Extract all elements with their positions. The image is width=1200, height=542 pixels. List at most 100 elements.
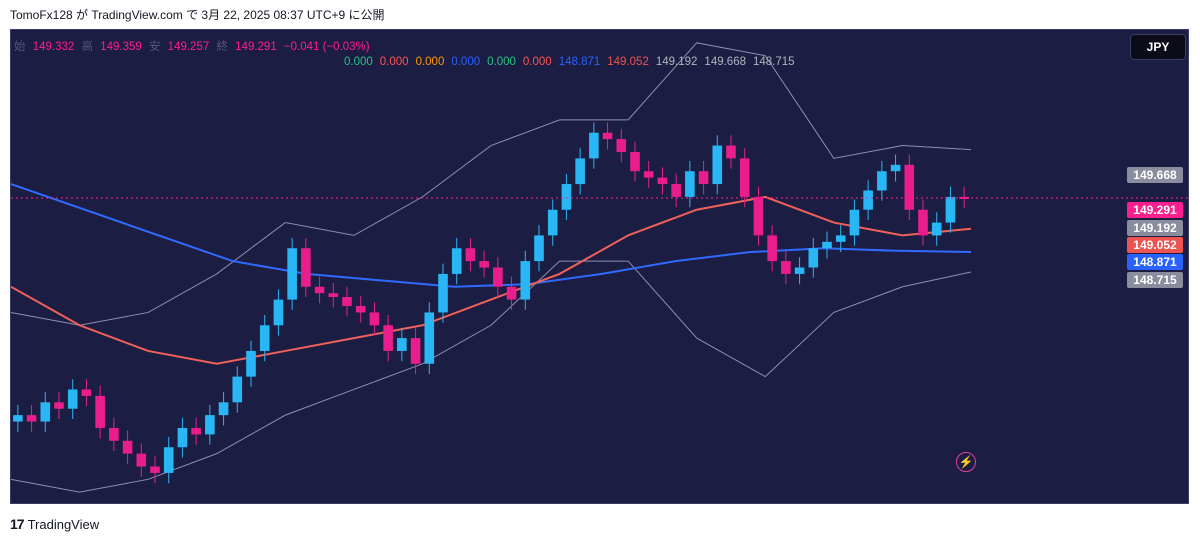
candle-body: [287, 248, 297, 300]
candle-body: [410, 338, 421, 364]
bollinger-upper-line: [11, 42, 972, 326]
tradingview-logo-icon: 17: [10, 516, 25, 532]
candle-body: [890, 164, 901, 172]
indicator-value: 0.000: [487, 56, 516, 68]
indicator-value: 0.000: [451, 56, 481, 68]
close-label: 終: [216, 41, 228, 53]
footer-brand: 17 TradingView: [10, 516, 99, 532]
indicator-value: 0.000: [344, 56, 373, 68]
indicator-row: 0.000 0.000 0.000 0.000 0.000 0.000 148.871 149…: [344, 56, 802, 68]
candle-body: [643, 171, 654, 178]
candle-body: [630, 151, 640, 172]
candle-body: [479, 261, 489, 268]
candle-body: [849, 209, 860, 236]
high-value: 149.359: [100, 41, 142, 53]
candle-body: [122, 440, 133, 454]
candle-body: [698, 171, 709, 185]
price-tag: 149.192: [1127, 220, 1183, 236]
candle-body: [150, 466, 160, 473]
ohlc-row: 始 149.332 高 149.359 安 149.257 終 149.291 …: [14, 38, 802, 54]
candle-body: [547, 209, 558, 236]
indicator-value: 149.052: [607, 56, 649, 68]
candle-body: [918, 209, 928, 236]
candle-body: [218, 402, 229, 416]
candle-body: [383, 325, 393, 351]
legend: 始 149.332 高 149.359 安 149.257 終 149.291 …: [14, 38, 802, 68]
candle-body: [794, 267, 805, 274]
low-label: 安: [148, 41, 161, 53]
indicator-value: 149.668: [704, 56, 746, 68]
candle-body: [781, 261, 791, 274]
candle-body: [822, 241, 832, 249]
low-value: 149.257: [167, 41, 210, 53]
candle-body: [863, 190, 873, 210]
publish-line: TomoFx128 が TradingView.com で 3月 22, 202…: [10, 8, 385, 22]
candle-body: [465, 248, 476, 262]
indicator-value: 149.192: [655, 56, 698, 68]
candle-body: [931, 222, 942, 236]
candle-body: [314, 286, 325, 294]
candle-body: [575, 158, 585, 185]
candle-body: [945, 196, 956, 223]
candle-body: [451, 248, 462, 274]
indicator-value: 148.871: [558, 56, 601, 68]
candle-body: [26, 415, 37, 422]
candle-body: [328, 293, 339, 298]
candle-body: [273, 299, 284, 326]
candle-body: [767, 235, 777, 262]
high-label: 高: [81, 41, 93, 53]
brand-name: TradingView: [27, 516, 100, 532]
open-label: 始: [14, 41, 26, 53]
candle-body: [40, 402, 51, 422]
candle-body: [657, 177, 668, 185]
ma-red-line: [11, 195, 972, 365]
candle-body: [95, 395, 105, 428]
candle-body: [177, 427, 188, 448]
candle-body: [520, 261, 531, 300]
candle-body: [712, 145, 723, 185]
flash-icon[interactable]: ⚡: [956, 452, 976, 472]
candle-body: [506, 286, 517, 300]
candle-body: [369, 312, 380, 326]
price-tag: 149.291: [1127, 202, 1183, 218]
candle-body: [959, 196, 969, 199]
candle-body: [109, 427, 119, 441]
currency-button[interactable]: JPY: [1130, 34, 1186, 60]
close-value: 149.291: [235, 41, 277, 53]
indicator-value: 148.715: [753, 56, 795, 68]
candle-body: [232, 376, 243, 403]
candle-body: [739, 158, 750, 197]
price-plot[interactable]: [11, 30, 1189, 504]
candle-body: [54, 402, 64, 409]
candle-body: [602, 132, 613, 140]
candle-body: [534, 235, 544, 262]
candle-body: [136, 453, 147, 467]
candle-body: [246, 350, 256, 377]
price-tag: 148.715: [1127, 272, 1183, 288]
candle-body: [493, 267, 503, 287]
price-tag: 149.052: [1127, 237, 1183, 253]
change-value: −0.041 (−0.03%): [283, 41, 370, 53]
candle-body: [904, 164, 915, 210]
price-tag: 149.668: [1127, 167, 1183, 183]
candle-body: [438, 273, 448, 313]
indicator-value: 0.000: [522, 56, 552, 68]
candle-body: [163, 447, 174, 473]
indicator-value: 0.000: [379, 56, 409, 68]
chart-area[interactable]: [10, 29, 1189, 504]
candle-body: [753, 196, 764, 236]
candle-body: [342, 297, 352, 307]
candle-body: [13, 415, 23, 422]
candle-body: [877, 171, 887, 191]
candle-body: [561, 184, 572, 210]
open-value: 149.332: [32, 41, 75, 53]
candle-body: [301, 248, 311, 287]
indicator-value: 0.000: [415, 56, 445, 68]
candle-body: [424, 312, 435, 364]
candle-body: [67, 389, 78, 409]
candle-body: [808, 248, 819, 268]
candle-body: [685, 171, 695, 197]
candle-body: [589, 132, 599, 159]
candle-body: [671, 184, 681, 197]
candle-body: [726, 145, 736, 159]
